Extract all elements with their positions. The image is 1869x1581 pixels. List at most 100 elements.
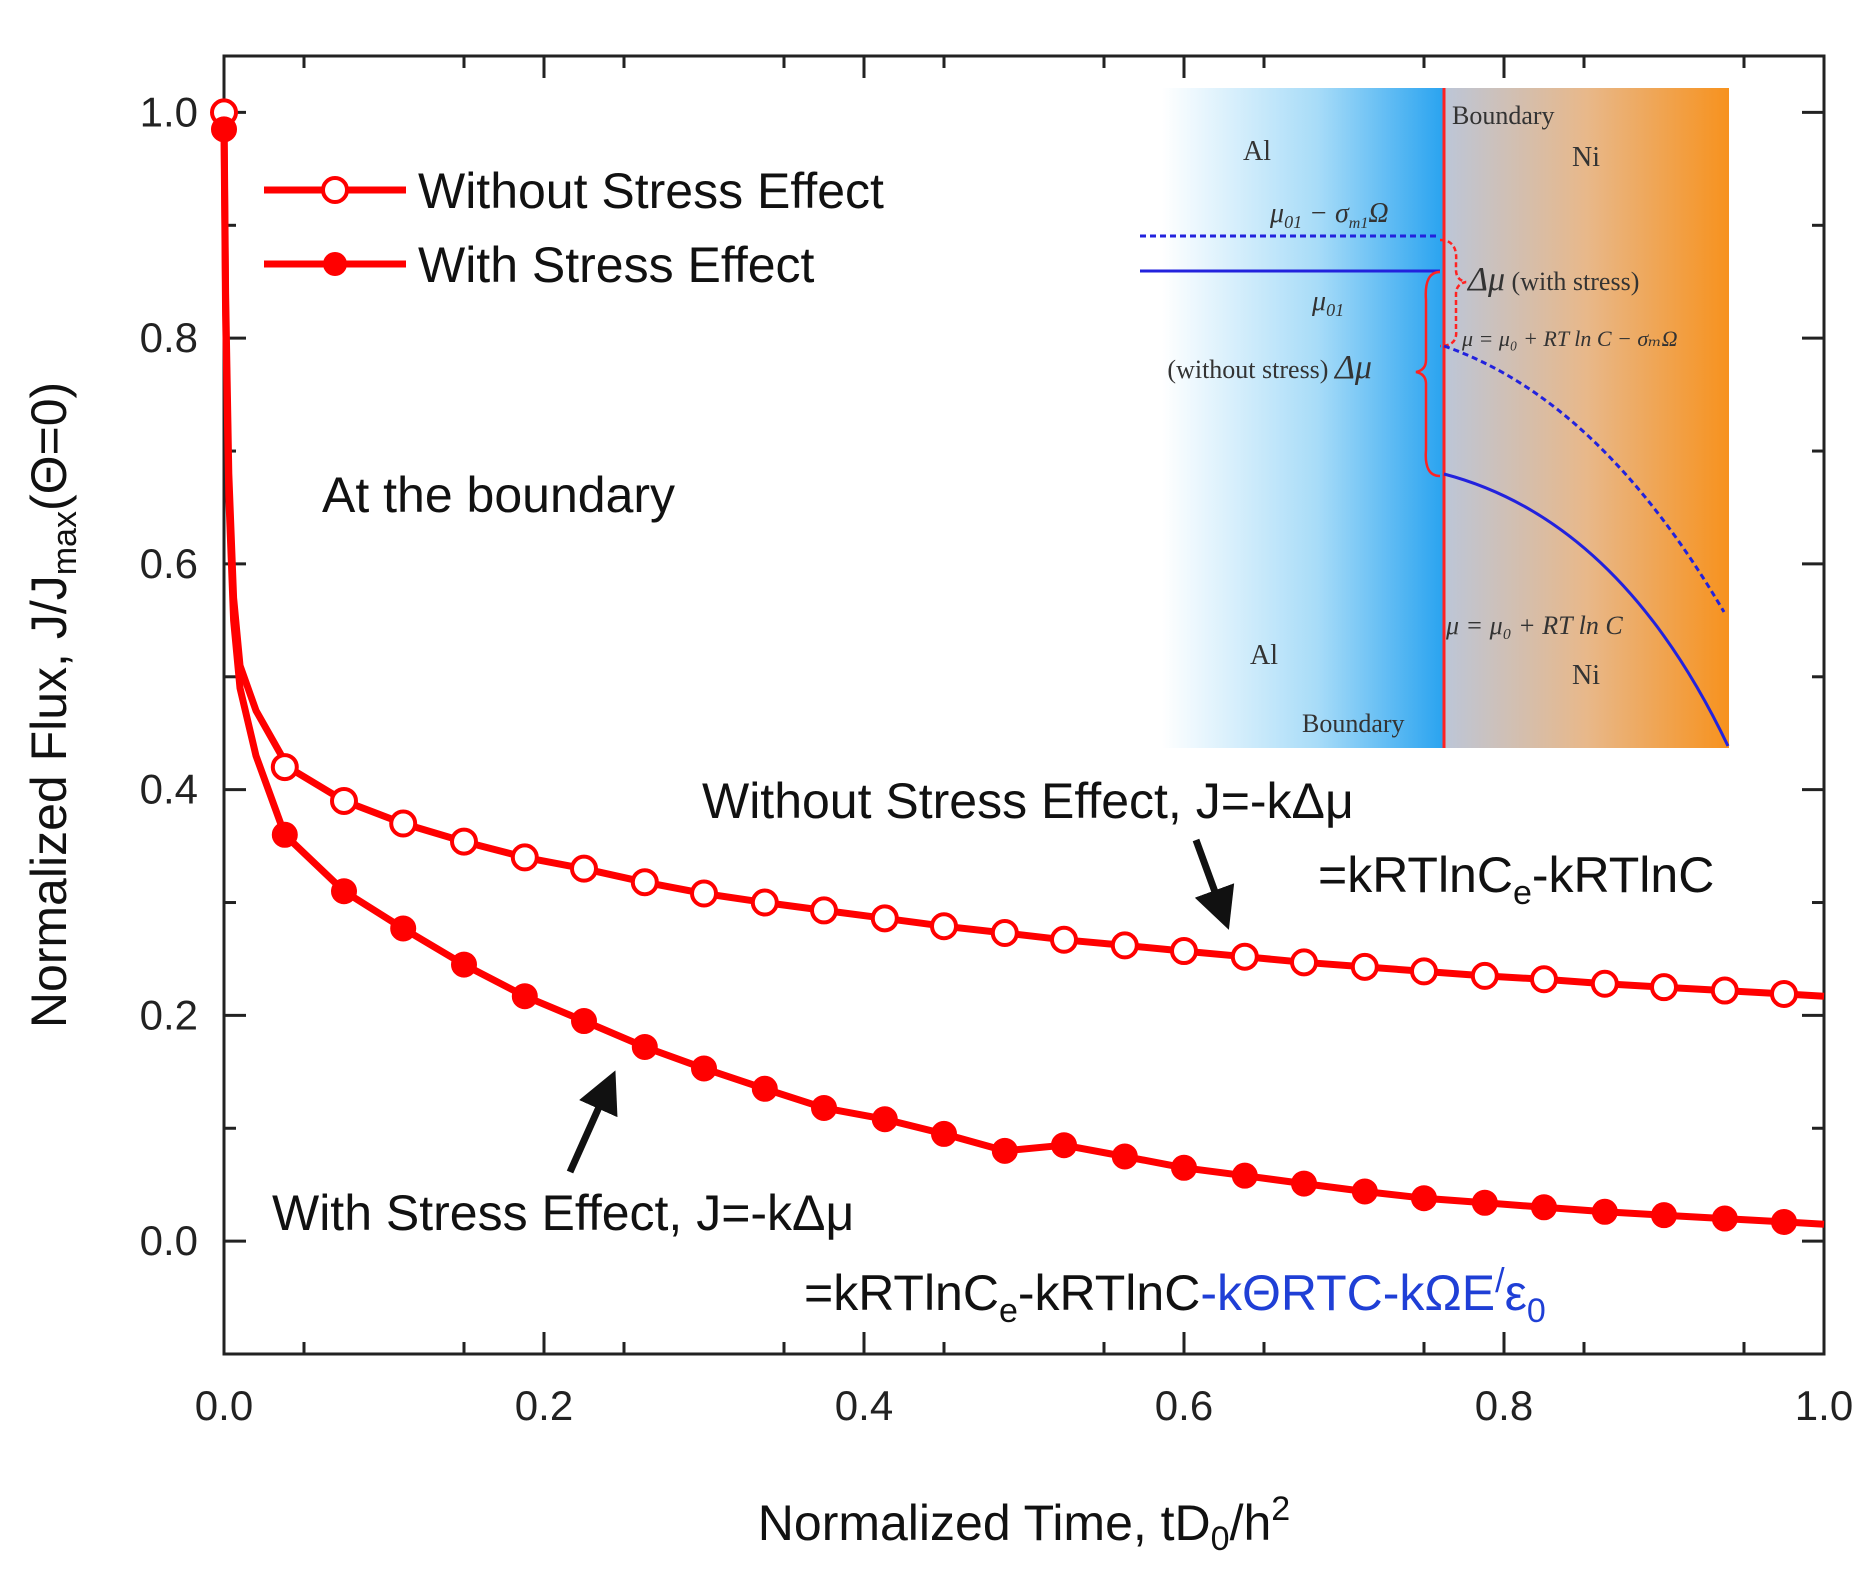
data-point-without-stress [1170, 937, 1198, 966]
data-point-without-stress [990, 918, 1019, 947]
data-point-with-stress [1411, 1185, 1437, 1212]
data-point-with-stress [1111, 1143, 1138, 1170]
data-point-without-stress [1350, 952, 1379, 981]
annotation-without-line2: =kRTlnCe-kRTlnC [1318, 847, 1714, 912]
x-tick-label: 0.8 [1475, 1382, 1533, 1429]
data-point-with-stress [1651, 1202, 1677, 1229]
arrow-with [566, 1070, 618, 1174]
data-point-with-stress [991, 1137, 1018, 1164]
inset-curve-with-stress [1443, 344, 1726, 613]
inset-brace-with-stress [1439, 238, 1467, 348]
y-tick-label: 0.0 [140, 1217, 198, 1264]
data-point-without-stress [630, 868, 659, 897]
data-point-without-stress [870, 904, 899, 933]
x-tick-label: 0.2 [515, 1382, 573, 1429]
inset-ni-region [1444, 88, 1729, 748]
legend-marker-without [321, 176, 349, 204]
y-tick-label: 0.8 [140, 314, 198, 361]
y-tick-label: 1.0 [140, 88, 198, 135]
y-axis-title: Normalized Flux, J/Jmax(Θ=0) [21, 382, 84, 1028]
inset-curve-without-stress [1443, 472, 1730, 747]
data-point-with-stress [211, 116, 237, 143]
data-point-with-stress [1591, 1198, 1618, 1225]
data-point-with-stress [331, 878, 357, 905]
data-point-with-stress [1051, 1132, 1077, 1159]
data-point-without-stress [1410, 957, 1438, 986]
data-point-with-stress [511, 983, 538, 1010]
inset-mu01-minus-label: μ01 − σm1Ω [1269, 198, 1389, 232]
axis-ticks: 0.0 0.2 0.4 0.6 0.8 1.0 0.0 0.2 0.4 0.6 0.8 1.0 [140, 56, 1853, 1429]
annotation-at-boundary: At the boundary [322, 467, 675, 523]
inset-diagram: Boundary Al Ni μ01 − σm1Ω μ01 Δμ (with s… [1140, 88, 1730, 748]
data-point-without-stress [1650, 973, 1678, 1002]
annotation-with-line2: =kRTlnCe-kRTlnC-kΘRTC-kΩE/ε0 [804, 1262, 1546, 1330]
y-tick-label: 0.2 [140, 991, 198, 1038]
data-point-without-stress [570, 854, 598, 883]
inset-ni-bottom: Ni [1572, 660, 1600, 691]
data-point-with-stress [451, 951, 477, 978]
data-point-with-stress [1171, 1154, 1197, 1181]
inset-eq-stress: μ = μ₀ + RT ln C − σₘΩ [1461, 326, 1678, 351]
inset-ni-top: Ni [1572, 142, 1600, 173]
x-tick-label: 0.6 [1155, 1382, 1213, 1429]
x-axis-title: Normalized Time, tD0/h2 [758, 1490, 1290, 1558]
data-point-with-stress [751, 1075, 778, 1102]
data-point-without-stress [330, 786, 358, 815]
data-point-with-stress [811, 1094, 837, 1121]
data-point-with-stress [931, 1120, 957, 1147]
x-tick-label: 0.0 [195, 1382, 253, 1429]
annotation-with-line1: With Stress Effect, J=-kΔμ [272, 1185, 854, 1241]
x-tick-label: 0.4 [835, 1382, 893, 1429]
data-point-with-stress [1351, 1178, 1378, 1205]
data-point-without-stress [1050, 925, 1078, 954]
inset-mu01-label: μ01 [1311, 286, 1344, 320]
inset-delta-without-label: (without stress) Δμ [1167, 349, 1372, 386]
inset-delta-with-label: Δμ (with stress) [1466, 261, 1639, 298]
data-point-without-stress [750, 888, 779, 917]
inset-al-bottom: Al [1250, 640, 1278, 671]
data-point-with-stress [1231, 1162, 1258, 1189]
data-point-without-stress [450, 827, 478, 856]
y-tick-label: 0.4 [140, 766, 198, 813]
data-point-without-stress [1230, 942, 1259, 971]
data-point-without-stress [1710, 976, 1739, 1005]
legend-label-with: With Stress Effect [418, 237, 815, 293]
inset-al-top: Al [1243, 136, 1271, 167]
data-point-without-stress [1530, 965, 1558, 994]
data-point-without-stress [1770, 979, 1798, 1008]
legend-marker-with [323, 252, 347, 276]
arrow-without [1192, 838, 1235, 930]
data-point-without-stress [1470, 961, 1499, 990]
inset-eq-plain: μ = μ₀ + RT ln C [1445, 611, 1623, 640]
data-point-without-stress [690, 879, 718, 908]
data-point-without-stress [510, 843, 539, 872]
data-point-without-stress [1110, 931, 1139, 960]
data-point-without-stress [1290, 948, 1318, 977]
data-point-with-stress [1711, 1205, 1738, 1232]
y-tick-label: 0.6 [140, 540, 198, 587]
data-point-without-stress [270, 753, 299, 782]
inset-boundary-top: Boundary [1452, 101, 1555, 130]
data-point-without-stress [930, 912, 958, 941]
series-layer [210, 98, 1825, 1235]
data-point-with-stress [871, 1106, 898, 1133]
data-point-without-stress [389, 809, 418, 838]
data-point-with-stress [390, 915, 417, 942]
data-point-with-stress [1291, 1170, 1317, 1197]
data-point-with-stress [271, 821, 298, 848]
x-tick-label: 1.0 [1795, 1382, 1853, 1429]
data-point-with-stress [1771, 1208, 1797, 1235]
legend-label-without: Without Stress Effect [418, 163, 884, 219]
data-point-with-stress [571, 1008, 597, 1035]
inset-al-region [1162, 88, 1444, 748]
data-point-without-stress [810, 896, 838, 925]
data-point-with-stress [631, 1033, 658, 1060]
data-point-with-stress [691, 1055, 717, 1082]
annotation-without-line1: Without Stress Effect, J=-kΔμ [702, 773, 1354, 829]
legend: Without Stress Effect With Stress Effect [264, 163, 884, 293]
plot-frame [222, 54, 1826, 1356]
data-point-without-stress [1590, 969, 1619, 998]
data-point-with-stress [1471, 1189, 1498, 1216]
data-point-with-stress [1531, 1194, 1557, 1221]
